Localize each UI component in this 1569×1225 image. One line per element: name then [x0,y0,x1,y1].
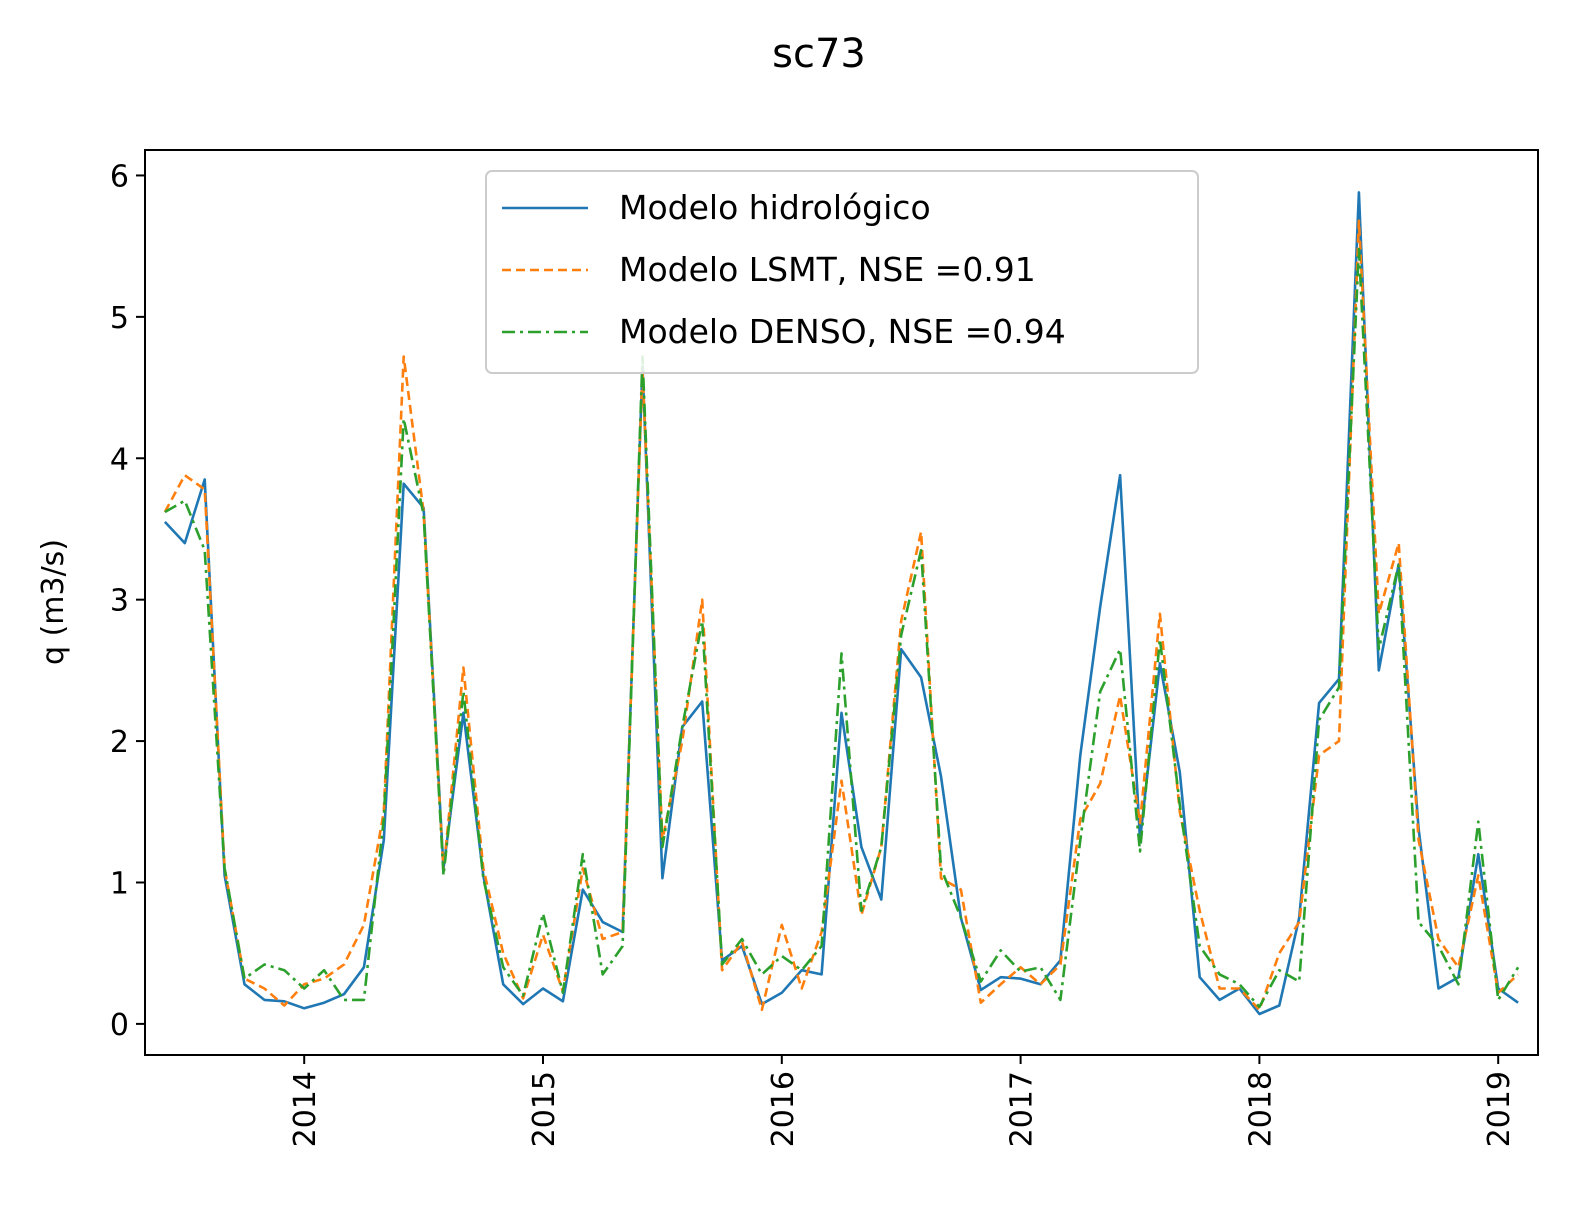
axes: 0 1 2 3 4 5 6 2014 2015 2016 2017 2018 2019 [110,159,1517,1147]
x-tick-label: 2014 [288,1071,323,1147]
legend: Modelo hidrológico Modelo LSMT, NSE =0.91… [485,170,1199,374]
y-axis-label: q (m3/s) [36,539,71,665]
y-tick-label: 3 [110,584,129,619]
legend-box [485,170,1199,374]
legend-label-2: Modelo DENSO, NSE =0.94 [619,312,1066,351]
x-tick-label: 2017 [1005,1071,1040,1147]
plot-area [163,191,1520,1016]
x-tick-label: 2015 [527,1071,562,1147]
legend-label-1: Modelo LSMT, NSE =0.91 [619,250,1036,289]
y-tick-label: 5 [110,301,129,336]
x-tick-label: 2016 [766,1071,801,1147]
plot-frame [144,149,1539,1056]
y-tick-label: 6 [110,159,129,194]
x-tick-label: 2019 [1482,1071,1517,1147]
legend-label-0: Modelo hidrológico [619,188,931,227]
series-line-2 [164,247,1520,1009]
y-tick-label: 4 [110,442,129,477]
series-line-1 [163,219,1519,1012]
x-tick-label: 2018 [1243,1071,1278,1147]
y-tick-label: 1 [110,866,129,901]
chart-title: sc73 [772,31,866,77]
series-line-0 [163,191,1519,1016]
y-tick-label: 0 [110,1008,129,1043]
y-tick-label: 2 [110,725,129,760]
